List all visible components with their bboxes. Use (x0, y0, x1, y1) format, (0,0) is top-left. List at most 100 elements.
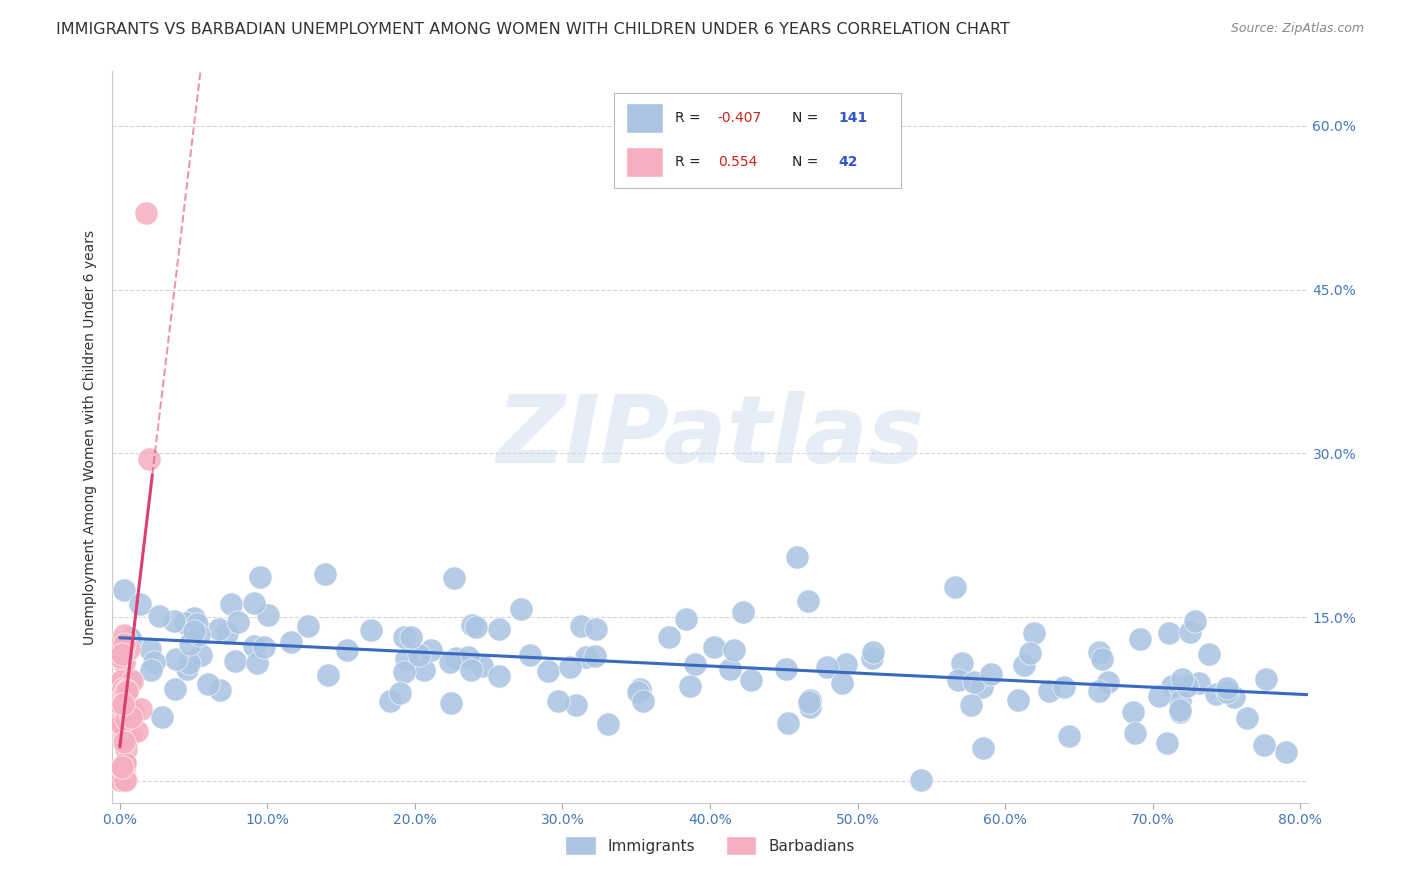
Point (1178, 624, 1201, 639)
Point (110, 698, 132, 712)
Point (114, 772, 136, 787)
Point (658, 631, 681, 645)
Point (627, 684, 650, 698)
Point (253, 640, 276, 654)
Point (165, 652, 187, 666)
Point (392, 630, 415, 644)
Point (1170, 703, 1192, 717)
Point (910, 772, 932, 787)
Point (249, 570, 271, 584)
Point (1216, 681, 1239, 695)
Point (314, 566, 336, 581)
Point (115, 683, 138, 698)
Point (1236, 711, 1258, 725)
Point (778, 716, 800, 731)
Point (1198, 648, 1220, 662)
Point (183, 624, 205, 639)
Point (1123, 726, 1146, 740)
Text: ZIPatlas: ZIPatlas (496, 391, 924, 483)
Point (118, 672, 141, 686)
Point (461, 618, 484, 632)
Point (120, 633, 142, 648)
Point (173, 615, 195, 630)
Point (186, 617, 208, 632)
Point (1184, 614, 1206, 628)
Point (120, 710, 142, 724)
Point (177, 656, 200, 670)
Point (831, 676, 853, 690)
Point (1188, 676, 1211, 690)
Point (128, 597, 150, 611)
Point (959, 698, 981, 712)
Point (112, 582, 135, 597)
Point (740, 673, 762, 687)
Point (1168, 694, 1191, 708)
Point (731, 605, 754, 619)
Point (163, 615, 186, 629)
Point (142, 655, 165, 669)
Point (1216, 685, 1239, 699)
Point (943, 580, 966, 594)
Point (111, 716, 134, 731)
Point (111, 697, 134, 711)
Point (946, 673, 969, 687)
Point (786, 550, 808, 565)
Point (120, 726, 142, 740)
Point (519, 648, 541, 663)
Point (683, 657, 706, 671)
Point (257, 608, 280, 623)
Point (125, 723, 148, 738)
Point (115, 772, 138, 787)
Point (952, 656, 974, 670)
Point (1168, 705, 1191, 719)
Point (115, 684, 138, 698)
Point (465, 620, 488, 634)
Point (246, 657, 269, 671)
Point (378, 694, 401, 708)
Point (111, 712, 134, 726)
Point (110, 674, 132, 689)
Point (207, 622, 229, 636)
Point (412, 663, 434, 677)
Point (1160, 679, 1182, 693)
Point (1097, 674, 1119, 689)
Point (1171, 672, 1194, 686)
Point (537, 664, 560, 678)
Y-axis label: Unemployment Among Women with Children Under 6 years: Unemployment Among Women with Children U… (83, 229, 97, 645)
Point (392, 665, 415, 679)
Point (110, 772, 132, 787)
Point (197, 677, 219, 691)
Point (796, 594, 818, 608)
Point (148, 609, 170, 624)
Point (860, 651, 883, 665)
Point (1057, 729, 1080, 743)
Point (399, 630, 422, 644)
Point (980, 667, 1002, 681)
Point (1024, 626, 1046, 640)
Point (150, 710, 173, 724)
Point (862, 645, 884, 659)
Point (114, 755, 136, 769)
Point (775, 662, 797, 676)
Point (188, 628, 211, 642)
Point (111, 760, 134, 774)
Point (139, 641, 162, 656)
Point (141, 663, 163, 677)
Point (1156, 735, 1178, 749)
Point (970, 680, 993, 694)
Point (111, 672, 134, 686)
Point (1007, 692, 1029, 706)
Point (112, 735, 135, 749)
Point (675, 612, 697, 626)
Text: IMMIGRANTS VS BARBADIAN UNEMPLOYMENT AMONG WOMEN WITH CHILDREN UNDER 6 YEARS COR: IMMIGRANTS VS BARBADIAN UNEMPLOYMENT AMO… (56, 22, 1010, 37)
Point (224, 654, 246, 668)
Point (547, 693, 569, 707)
Point (444, 651, 467, 665)
Point (190, 648, 212, 662)
Point (181, 625, 204, 640)
Point (488, 669, 510, 683)
Point (471, 659, 494, 673)
Point (110, 716, 132, 731)
Point (585, 648, 607, 663)
Point (815, 660, 838, 674)
